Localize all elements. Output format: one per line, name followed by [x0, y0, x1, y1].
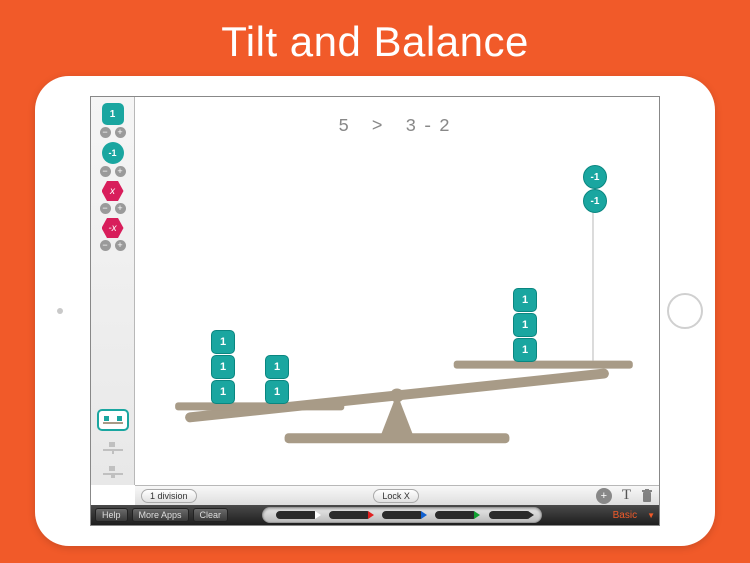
trash-icon[interactable] — [641, 489, 653, 503]
add-icon[interactable]: + — [596, 488, 612, 504]
unit-block[interactable]: 1 — [513, 313, 537, 337]
bottom-toolbar: Help More Apps Clear Basic ▼ — [91, 505, 659, 525]
unit-block[interactable]: 1 — [211, 330, 235, 354]
palette-slot-x: x − + — [100, 181, 126, 214]
balance-scale — [135, 97, 659, 485]
mode-single-pan-a-button[interactable] — [100, 441, 126, 455]
negative-balloon[interactable]: -1 — [583, 165, 607, 189]
pen-red[interactable] — [329, 511, 369, 519]
help-button[interactable]: Help — [95, 508, 128, 522]
unit-block[interactable]: 1 — [265, 355, 289, 379]
pen-blue[interactable] — [382, 511, 422, 519]
ipad-camera — [57, 308, 63, 314]
text-tool-button[interactable]: T — [618, 487, 635, 504]
palette-slot-negative-x: -x − + — [100, 218, 126, 251]
unit-block[interactable]: 1 — [265, 380, 289, 404]
unit-block[interactable]: 1 — [211, 380, 235, 404]
pen-green[interactable] — [435, 511, 475, 519]
pen-black[interactable] — [489, 511, 529, 519]
palette-minus-button[interactable]: − — [100, 203, 111, 214]
palette-sidebar: 1 − + -1 − + x − + - — [91, 97, 135, 485]
division-button[interactable]: 1 division — [141, 489, 197, 503]
ipad-home-button — [667, 293, 703, 329]
lock-x-button[interactable]: Lock X — [373, 489, 419, 503]
options-toolbar: 1 division Lock X + T — [135, 485, 659, 505]
palette-plus-button[interactable]: + — [115, 166, 126, 177]
workspace-canvas[interactable]: 5 > 3-2 1 1 1 1 1 — [135, 97, 659, 485]
pen-tray — [262, 507, 542, 523]
palette-balloon-negative-1[interactable]: -1 — [102, 142, 124, 164]
palette-hex-negative-x[interactable]: -x — [102, 218, 124, 238]
palette-minus-button[interactable]: − — [100, 127, 111, 138]
right-pan — [454, 361, 633, 369]
more-apps-button[interactable]: More Apps — [132, 508, 189, 522]
negative-balloon[interactable]: -1 — [583, 189, 607, 213]
unit-block[interactable]: 1 — [513, 338, 537, 362]
app-screen: 1 − + -1 − + x − + - — [90, 96, 660, 526]
left-pan — [175, 402, 344, 410]
palette-hex-x[interactable]: x — [102, 181, 124, 201]
palette-plus-button[interactable]: + — [115, 240, 126, 251]
unit-block[interactable]: 1 — [513, 288, 537, 312]
palette-slot-negative-1: -1 − + — [100, 142, 126, 177]
clear-button[interactable]: Clear — [193, 508, 229, 522]
palette-minus-button[interactable]: − — [100, 166, 111, 177]
palette-minus-button[interactable]: − — [100, 240, 111, 251]
mode-balance-button[interactable] — [97, 409, 129, 431]
unit-block[interactable]: 1 — [211, 355, 235, 379]
ipad-frame: 1 − + -1 − + x − + - — [35, 76, 715, 546]
balance-icon — [101, 414, 125, 426]
chevron-down-icon[interactable]: ▼ — [647, 511, 655, 520]
hero-title: Tilt and Balance — [221, 18, 529, 66]
mode-single-pan-b-button[interactable] — [100, 465, 126, 479]
palette-plus-button[interactable]: + — [115, 127, 126, 138]
pen-white[interactable] — [276, 511, 316, 519]
palette-slot-positive-1: 1 − + — [100, 103, 126, 138]
mode-selector[interactable]: Basic — [607, 510, 643, 521]
palette-plus-button[interactable]: + — [115, 203, 126, 214]
palette-block-positive-1[interactable]: 1 — [102, 103, 124, 125]
